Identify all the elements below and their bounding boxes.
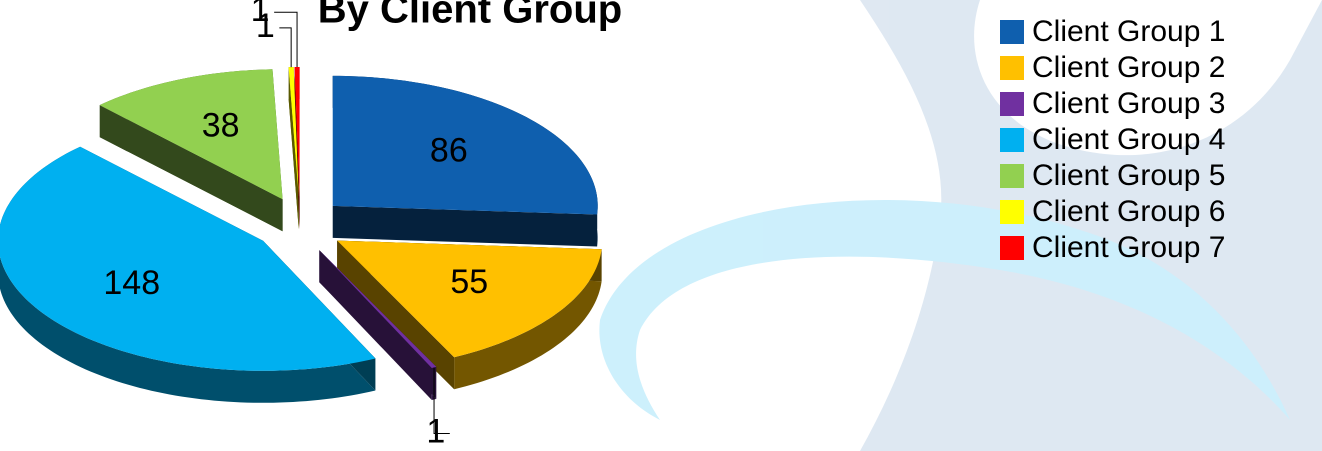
value-label: 1 xyxy=(426,412,445,450)
legend-label: Client Group 1 xyxy=(1032,15,1225,48)
legend-label: Client Group 4 xyxy=(1032,123,1225,156)
legend-label: Client Group 3 xyxy=(1032,87,1225,120)
value-label: 38 xyxy=(202,106,240,144)
leader-line xyxy=(279,28,291,67)
leader-line xyxy=(274,12,297,67)
legend-swatch xyxy=(1000,164,1024,188)
legend-label: Client Group 5 xyxy=(1032,159,1225,192)
chart: By Client Group 865511483811 Client Grou… xyxy=(0,0,1322,451)
legend-swatch xyxy=(1000,200,1024,224)
value-label: 55 xyxy=(450,263,488,301)
chart-title: By Client Group xyxy=(318,0,622,32)
legend-swatch xyxy=(1000,236,1024,260)
legend-label: Client Group 7 xyxy=(1032,231,1225,264)
legend-swatch xyxy=(1000,56,1024,80)
legend-swatch xyxy=(1000,20,1024,44)
value-label: 1 xyxy=(251,0,270,29)
legend-swatch xyxy=(1000,128,1024,152)
value-label: 148 xyxy=(103,264,160,302)
legend-label: Client Group 6 xyxy=(1032,195,1225,228)
legend-label: Client Group 2 xyxy=(1032,51,1225,84)
value-label: 86 xyxy=(430,132,468,170)
legend-swatch xyxy=(1000,92,1024,116)
